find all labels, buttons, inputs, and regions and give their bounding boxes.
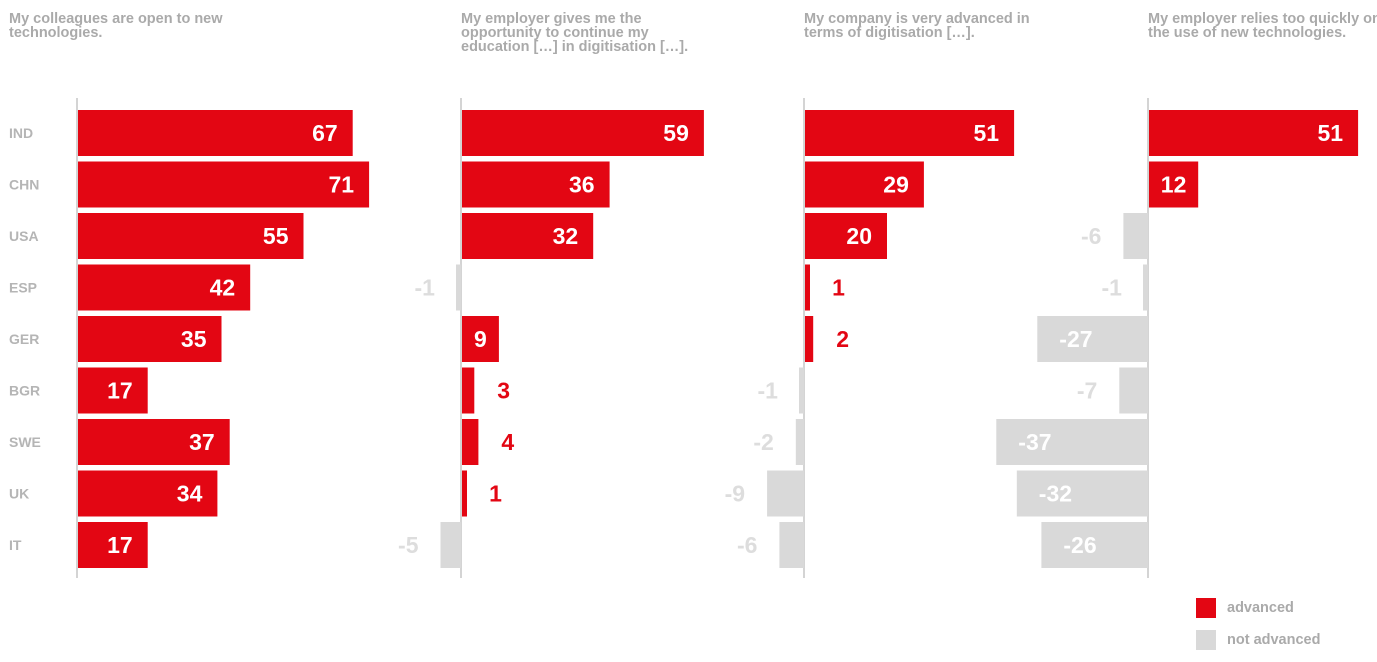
panel-title-3: My company is very advanced in terms of … [804,11,1030,41]
value-label-p4-ind: 51 [1318,120,1344,146]
panel-title-1: My colleagues are open to new technologi… [9,11,223,41]
bar-p4-usa [1123,213,1148,259]
bar-p4-it [1041,522,1148,568]
legend-swatch-advanced [1196,598,1216,618]
value-label-p1-uk: 34 [177,481,203,507]
legend-item-advanced: advanced [1196,598,1320,618]
value-label-p4-usa: -6 [1081,223,1101,249]
category-label-esp: ESP [9,280,37,296]
bar-p1-swe [78,419,230,465]
category-label-chn: CHN [9,177,39,193]
bar-p4-ger [1037,316,1148,362]
value-label-p4-esp: -1 [1101,275,1122,301]
bar-p1-bgr [78,367,148,414]
value-label-p3-ind: 51 [974,120,1000,146]
value-label-p2-it: -5 [398,532,419,558]
legend-item-not-advanced: not advanced [1196,630,1320,650]
bar-p4-uk [1016,470,1148,517]
bar-p1-usa [78,213,304,259]
panel-title-4: My employer relies too quickly on the us… [1148,11,1377,41]
value-label-p3-usa: 20 [846,223,872,249]
bar-p2-usa [462,213,594,259]
bar-p3-it [779,522,804,568]
bar-p1-it [78,522,148,568]
bar-p3-ger [805,316,814,362]
category-label-uk: UK [9,486,29,502]
bar-p3-swe [795,419,804,465]
bar-p3-uk [767,470,804,517]
category-label-swe: SWE [9,434,41,450]
category-label-ger: GER [9,331,39,347]
legend-label-advanced: advanced [1227,600,1294,616]
bar-p3-ind [805,110,1015,156]
bar-p2-ger [462,316,499,362]
bar-p2-chn [462,161,610,208]
panel-title-2: My employer gives me the opportunity to … [461,11,689,55]
bar-p3-chn [805,161,924,208]
bar-p2-uk [462,470,467,517]
category-label-it: IT [9,537,22,553]
value-label-p1-it: 17 [107,532,133,558]
bar-p4-ind [1149,110,1359,156]
bar-p1-chn [78,161,370,208]
bar-p4-chn [1149,161,1199,208]
category-label-usa: USA [9,228,39,244]
value-label-p4-uk: -32 [1039,481,1072,507]
legend: advanced not advanced [1196,598,1320,662]
category-label-ind: IND [9,125,33,141]
value-label-p1-swe: 37 [189,429,215,455]
legend-label-not-advanced: not advanced [1227,632,1321,648]
value-label-p4-ger: -27 [1059,326,1092,352]
bar-p2-swe [462,419,479,465]
value-label-p2-usa: 32 [553,223,579,249]
value-label-p4-it: -26 [1063,532,1096,558]
value-label-p3-esp: 1 [832,275,845,301]
value-label-p1-usa: 55 [263,223,289,249]
value-label-p1-bgr: 17 [107,378,133,404]
bar-p2-it [440,522,461,568]
bar-p2-ind [462,110,704,156]
bar-p1-esp [78,264,251,311]
category-label-bgr: BGR [9,383,40,399]
value-label-p1-ger: 35 [181,326,207,352]
value-label-p4-chn: 12 [1161,172,1187,198]
bar-p1-ind [78,110,353,156]
value-label-p1-esp: 42 [210,275,236,301]
value-label-p1-ind: 67 [312,120,338,146]
value-label-p3-ger: 2 [836,326,849,352]
bar-p4-bgr [1119,367,1148,414]
value-label-p1-chn: 71 [329,172,355,198]
bar-p4-esp [1143,264,1148,311]
value-label-p3-swe: -2 [753,429,773,455]
bar-p3-bgr [799,367,804,414]
bar-p1-ger [78,316,222,362]
value-label-p3-uk: -9 [725,481,745,507]
bar-p3-esp [805,264,810,311]
value-label-p2-uk: 1 [489,481,502,507]
value-label-p3-it: -6 [737,532,757,558]
chart: INDCHNUSAESPGERBGRSWEUKIT677155423517373… [9,98,1359,578]
value-label-p2-chn: 36 [569,172,595,198]
value-label-p2-ind: 59 [663,120,689,146]
value-label-p2-esp: -1 [414,275,435,301]
bar-p2-bgr [462,367,475,414]
legend-swatch-not-advanced [1196,630,1216,650]
value-label-p3-bgr: -1 [757,378,778,404]
bar-p4-swe [996,419,1148,465]
bar-p1-uk [78,470,218,517]
bar-p3-usa [805,213,887,259]
value-label-p4-bgr: -7 [1077,378,1097,404]
value-label-p3-chn: 29 [883,172,909,198]
bar-p2-esp [456,264,461,311]
value-label-p4-swe: -37 [1018,429,1051,455]
value-label-p2-bgr: 3 [497,378,510,404]
value-label-p2-swe: 4 [501,429,514,455]
value-label-p2-ger: 9 [474,326,487,352]
